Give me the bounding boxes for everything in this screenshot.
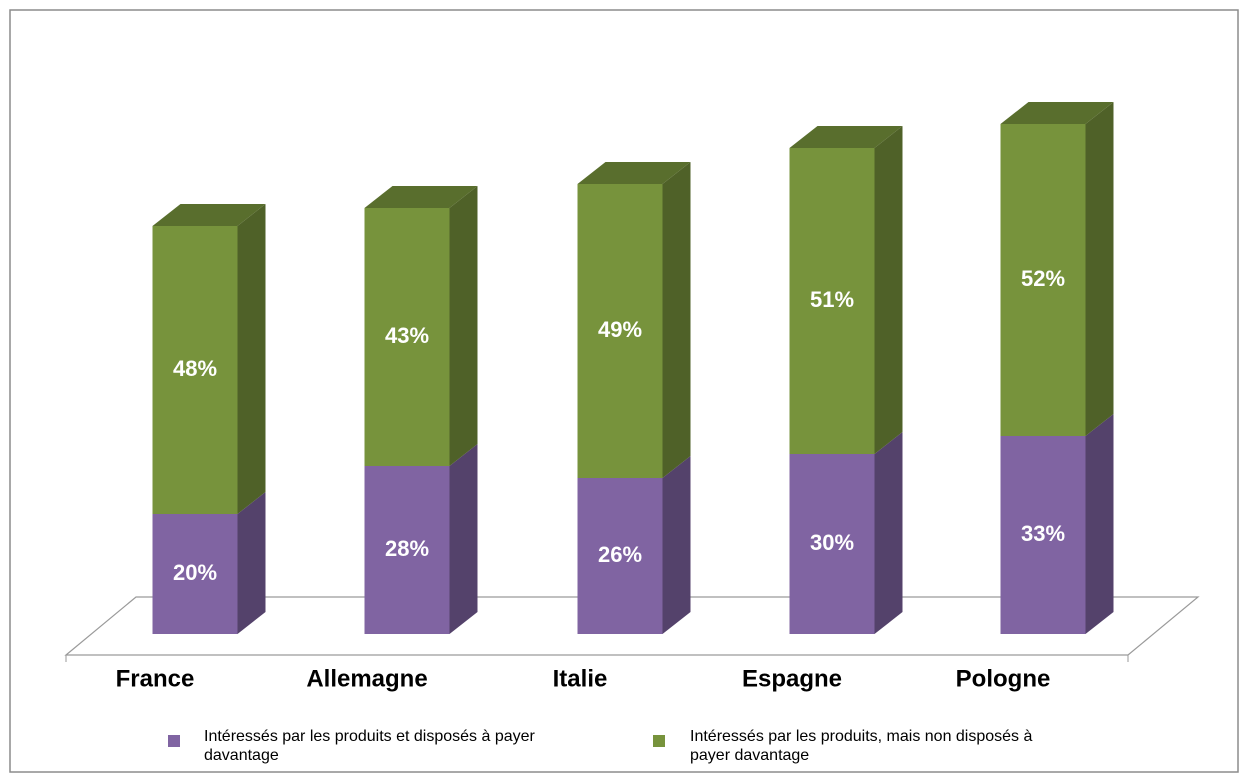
bar-segment (1000, 124, 1086, 436)
value-label: 28% (385, 536, 429, 561)
legend-label: Intéressés par les produits et disposés … (204, 728, 535, 764)
bar-top (152, 204, 266, 226)
bar-side (237, 204, 266, 514)
bar-segment (789, 148, 875, 454)
x-tick-label: Espagne (742, 665, 842, 692)
bar-segment (364, 466, 450, 634)
bar-side (874, 432, 903, 634)
bar-segment (577, 478, 663, 634)
bar-top (364, 186, 478, 208)
bar-side (237, 492, 266, 634)
bar-segment (152, 226, 238, 514)
value-label: 48% (173, 356, 217, 381)
bar-top (1000, 102, 1114, 124)
x-tick-label: France (116, 665, 195, 692)
chart-frame (9, 9, 1239, 773)
bar-side (449, 186, 478, 466)
value-label: 51% (810, 287, 854, 312)
legend-swatch (653, 735, 665, 747)
bar-side (449, 444, 478, 634)
bar-side (662, 456, 691, 634)
bar-side (874, 126, 903, 454)
value-label: 49% (598, 317, 642, 342)
bar-side (662, 162, 691, 478)
x-tick-label: Italie (553, 665, 608, 692)
x-tick-label: Pologne (956, 665, 1051, 692)
x-tick-label: Allemagne (306, 665, 427, 692)
bar-top (577, 162, 691, 184)
floor (64, 596, 1200, 656)
bar-segment (577, 184, 663, 478)
value-label: 20% (173, 560, 217, 585)
bar-segment (152, 514, 238, 634)
value-label: 26% (598, 542, 642, 567)
bar-top (789, 126, 903, 148)
bar-segment (789, 454, 875, 634)
bar-side (1085, 102, 1114, 436)
value-label: 30% (810, 530, 854, 555)
bar-segment (1000, 436, 1086, 634)
legend-swatch (168, 735, 180, 747)
value-label: 33% (1021, 521, 1065, 546)
value-label: 52% (1021, 266, 1065, 291)
legend-label: Intéressés par les produits, mais non di… (690, 728, 1033, 764)
value-label: 43% (385, 323, 429, 348)
bar-side (1085, 414, 1114, 634)
bar-segment (364, 208, 450, 466)
